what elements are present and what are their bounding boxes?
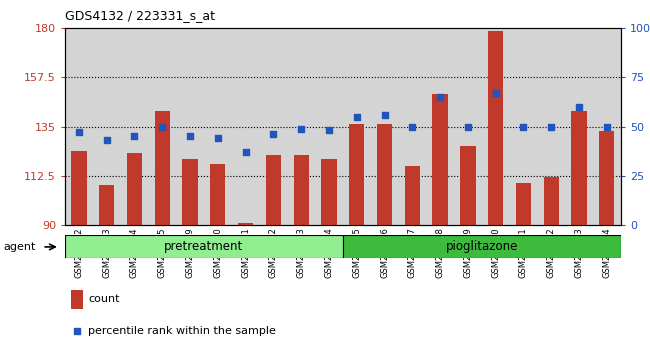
Bar [321,159,337,225]
Bar [155,111,170,225]
Bar [65,235,343,258]
Point [157,124,168,129]
Bar [183,159,198,225]
Bar [72,150,86,225]
Bar [259,28,287,225]
Bar [349,124,365,225]
Bar [460,146,476,225]
Point [463,124,473,129]
Bar [370,28,398,225]
Bar [148,28,176,225]
Bar [127,153,142,225]
Bar [405,166,420,225]
Bar [93,28,120,225]
Bar [538,28,566,225]
Point [101,137,112,143]
Point [240,149,251,155]
Bar [315,28,343,225]
Point [296,126,306,131]
Point [518,124,528,129]
Bar [71,290,83,309]
Bar [510,28,538,225]
Point [213,136,223,141]
Text: count: count [88,295,120,304]
Bar [599,131,614,225]
Point [324,128,334,133]
Bar [432,94,448,225]
Bar [516,183,531,225]
Bar [343,235,621,258]
Point [129,133,140,139]
Point [602,124,612,129]
Bar [287,28,315,225]
Bar [210,164,226,225]
Bar [176,28,204,225]
Bar [266,155,281,225]
Bar [377,124,392,225]
Point [407,124,417,129]
Point [546,124,556,129]
Point [380,112,390,118]
Bar [593,28,621,225]
Bar [121,28,148,225]
Bar [543,177,559,225]
Point [574,104,584,110]
Text: agent: agent [3,242,36,252]
Point [268,132,279,137]
Bar [488,30,503,225]
Bar [565,28,593,225]
Point [72,328,82,333]
Bar [238,223,254,225]
Point [185,133,195,139]
Text: GDS4132 / 223331_s_at: GDS4132 / 223331_s_at [65,9,215,22]
Point [435,94,445,100]
Text: pioglitazone: pioglitazone [446,240,518,253]
Bar [398,28,426,225]
Bar [65,28,93,225]
Point [352,114,362,120]
Text: pretreatment: pretreatment [164,240,244,253]
Bar [454,28,482,225]
Bar [343,28,370,225]
Bar [232,28,259,225]
Bar [482,28,510,225]
Bar [294,155,309,225]
Text: percentile rank within the sample: percentile rank within the sample [88,326,276,336]
Bar [204,28,231,225]
Point [73,130,84,135]
Bar [426,28,454,225]
Point [491,90,501,96]
Bar [99,185,114,225]
Bar [571,111,587,225]
